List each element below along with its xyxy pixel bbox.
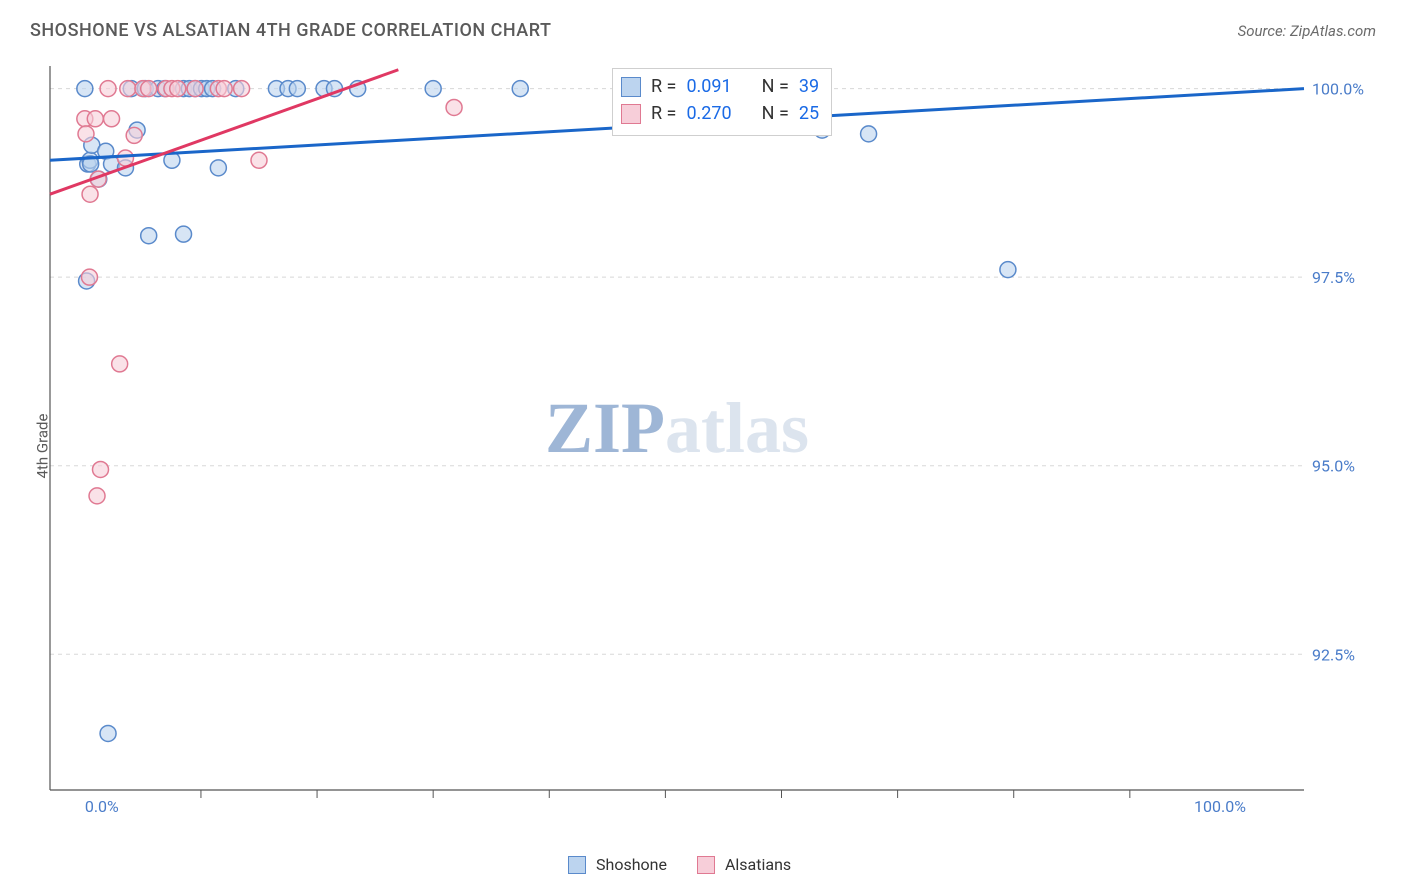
- svg-text:97.5%: 97.5%: [1312, 268, 1355, 287]
- legend-item-shoshone: Shoshone: [568, 855, 667, 874]
- stats-box: R = 0.091 N = 39 R = 0.270 N = 25: [612, 68, 832, 136]
- stats-r-value-alsatians: 0.270: [686, 100, 731, 127]
- stats-r-label: R =: [651, 73, 676, 100]
- svg-text:0.0%: 0.0%: [85, 797, 119, 816]
- alsatians-swatch-icon: [621, 104, 641, 124]
- svg-text:100.0%: 100.0%: [1312, 80, 1364, 99]
- legend: Shoshone Alsatians: [568, 855, 1376, 874]
- source-attribution: Source: ZipAtlas.com: [1238, 22, 1376, 40]
- stats-row-shoshone: R = 0.091 N = 39: [621, 73, 819, 100]
- legend-label-shoshone: Shoshone: [596, 855, 667, 874]
- svg-text:95.0%: 95.0%: [1312, 457, 1355, 476]
- stats-r-value-shoshone: 0.091: [686, 73, 731, 100]
- legend-item-alsatians: Alsatians: [697, 855, 791, 874]
- legend-label-alsatians: Alsatians: [725, 855, 791, 874]
- chart-title: SHOSHONE VS ALSATIAN 4TH GRADE CORRELATI…: [30, 20, 551, 41]
- shoshone-swatch-icon: [621, 77, 641, 97]
- svg-text:92.5%: 92.5%: [1312, 645, 1355, 664]
- svg-text:ZIPatlas: ZIPatlas: [545, 388, 809, 468]
- stats-r-label: R =: [651, 100, 676, 127]
- stats-n-label: N =: [762, 100, 789, 127]
- alsatians-legend-swatch-icon: [697, 856, 715, 874]
- source-prefix: Source:: [1238, 22, 1290, 40]
- shoshone-legend-swatch-icon: [568, 856, 586, 874]
- scatter-plot: 92.5% 95.0% 97.5% 100.0% ZIPatlas 0.0% 100.0%: [44, 60, 1374, 820]
- svg-text:100.0%: 100.0%: [1194, 797, 1246, 816]
- stats-n-value-shoshone: 39: [799, 73, 819, 100]
- stats-n-value-alsatians: 25: [799, 100, 819, 127]
- source-text: ZipAtlas.com: [1290, 22, 1376, 40]
- stats-row-alsatians: R = 0.270 N = 25: [621, 100, 819, 127]
- stats-n-label: N =: [762, 73, 789, 100]
